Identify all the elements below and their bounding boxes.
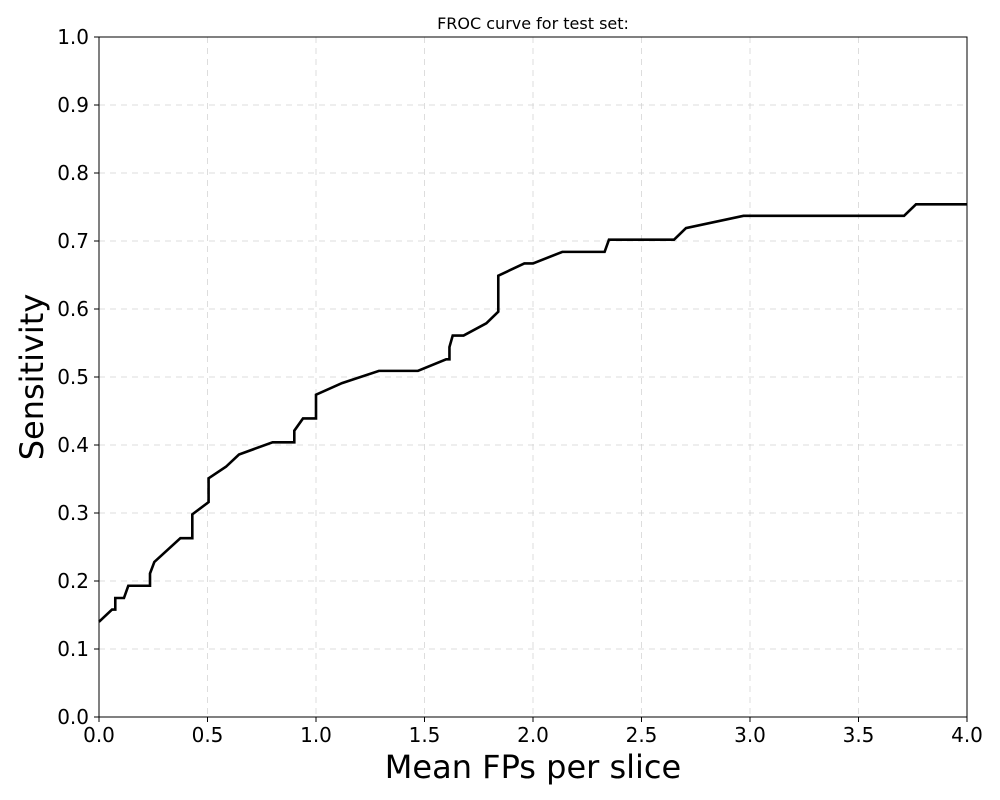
x-tick-label: 0.0 [83,723,115,747]
x-tick-label: 1.0 [300,723,332,747]
x-axis-title: Mean FPs per slice [385,748,681,786]
y-tick-label: 0.5 [57,365,89,389]
x-tick-label: 3.5 [843,723,875,747]
y-tick-label: 0.7 [57,229,89,253]
x-tick-label: 2.0 [517,723,549,747]
y-tick-label: 0.3 [57,501,89,525]
series-layer [98,202,967,623]
x-tick-label: 2.5 [626,723,658,747]
y-tick-label: 0.9 [57,93,89,117]
x-tick-label: 4.0 [951,723,983,747]
ticks: 0.0 0.5 1.0 1.5 2.0 2.5 3.0 3.5 4.0 0.0 0.1 0.2 0.3 0… [57,25,983,747]
y-tick-label: 0.0 [57,705,89,729]
x-tick-label: 1.5 [409,723,441,747]
grid [98,36,968,718]
y-axis-title: Sensitivity [13,294,51,461]
y-tick-label: 0.4 [57,433,89,457]
chart-title: FROC curve for test set: [437,14,629,33]
x-tick-label: 3.0 [734,723,766,747]
froc-curve-line [98,202,967,623]
y-tick-label: 0.1 [57,637,89,661]
y-tick-label: 0.2 [57,569,89,593]
y-tick-label: 0.6 [57,297,89,321]
y-tick-label: 1.0 [57,25,89,49]
x-tick-label: 0.5 [192,723,224,747]
y-tick-label: 0.8 [57,161,89,185]
